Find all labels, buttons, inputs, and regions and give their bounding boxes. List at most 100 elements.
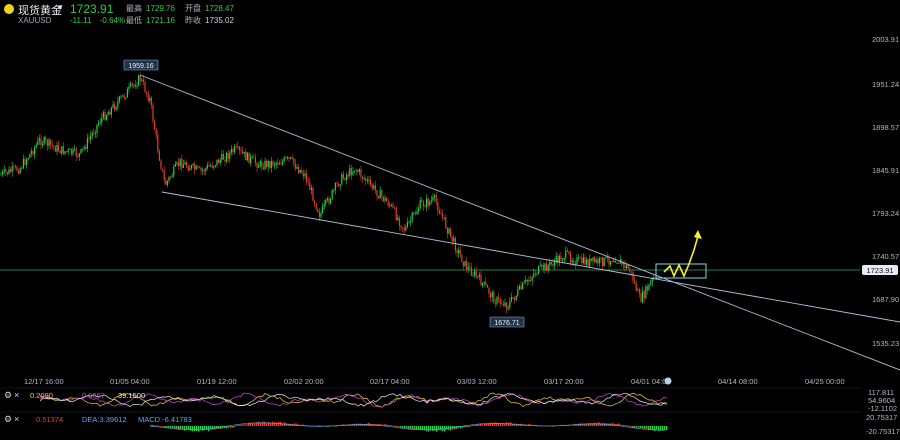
candle-body [0, 174, 2, 176]
candle-body [139, 75, 141, 81]
candle-body [630, 271, 632, 273]
candle-body [107, 112, 109, 116]
candle-body [258, 165, 260, 168]
candle-body [206, 165, 208, 169]
candle-body [272, 161, 274, 166]
candle-body [224, 159, 226, 162]
high-annotation-box [123, 59, 159, 71]
candle-body [379, 190, 381, 199]
candle-body [51, 144, 53, 146]
candle-body [158, 151, 160, 161]
candle-body [568, 251, 570, 255]
macd-bar [316, 425, 318, 426]
candle-body [403, 227, 405, 231]
candle-body [19, 168, 21, 174]
candle-body [595, 259, 597, 263]
candle-body [142, 79, 144, 83]
candle-body [346, 174, 348, 181]
candle-body [112, 104, 114, 108]
candle-body [331, 189, 333, 200]
candle-body [629, 268, 631, 272]
macd-bar [662, 426, 664, 431]
macd-bar [252, 423, 254, 426]
candle-body [150, 97, 152, 105]
macd-bar [402, 426, 404, 428]
change-value: -11.11 [70, 16, 92, 25]
candle-body [472, 275, 474, 277]
candle-body [534, 273, 536, 274]
candle-body [645, 286, 647, 298]
time-axis[interactable]: 12/17 16:00 01/05 04:00 01/19 12:00 02/0… [24, 377, 845, 386]
macd-bar [234, 426, 236, 428]
candle-body [21, 168, 23, 169]
candle-body [85, 147, 87, 149]
time-label: 03/03 12:00 [457, 377, 497, 386]
candle-body [587, 259, 589, 267]
candle-body [211, 165, 213, 168]
candle-body [30, 151, 32, 154]
macd-bar [372, 424, 374, 426]
close-icon[interactable]: × [14, 390, 19, 400]
candle-body [459, 249, 461, 255]
candle-body [194, 164, 196, 170]
macd-bar [410, 426, 412, 429]
candle-body [205, 168, 207, 172]
candle-body [362, 176, 364, 179]
macd-bar [508, 422, 510, 426]
macd-bar [362, 424, 364, 426]
price-label: 1740.57 [872, 252, 899, 261]
candle-body [189, 168, 191, 171]
macd-panel[interactable] [149, 421, 668, 432]
candle-body [493, 292, 495, 304]
chevron-down-icon[interactable]: ▾ [58, 2, 63, 12]
lower-trendline[interactable] [161, 191, 900, 323]
candle-body [262, 167, 264, 170]
forecast-box[interactable] [655, 263, 707, 279]
candle-body [421, 200, 423, 202]
candle-body [219, 159, 221, 164]
close-icon[interactable]: × [14, 414, 19, 424]
macd-bar [552, 426, 554, 427]
candle-body [93, 132, 95, 134]
osc-legend-j: 39.1500 [118, 391, 145, 400]
candle-body [482, 283, 484, 286]
time-cursor-handle-icon[interactable] [664, 377, 672, 385]
candle-body [171, 175, 173, 178]
candle-body [374, 185, 376, 191]
arrow-head-icon [694, 230, 702, 239]
macd-bar [176, 426, 178, 429]
candle-body [632, 271, 634, 281]
time-label: 02/02 20:00 [284, 377, 324, 386]
candle-body [53, 145, 55, 147]
candle-body [6, 172, 8, 174]
candle-body [653, 277, 655, 279]
macd-bar [232, 426, 234, 428]
macd-bar [500, 423, 502, 426]
macd-bar [244, 425, 246, 426]
oscillator-panel[interactable] [39, 392, 668, 408]
candle-body [552, 263, 554, 266]
macd-bar [522, 425, 524, 426]
candle-body [365, 178, 367, 181]
candle-body [496, 297, 498, 304]
candle-body [637, 289, 639, 291]
candle-body [597, 259, 599, 264]
macd-bar [430, 426, 432, 431]
upper-trendline[interactable] [139, 74, 900, 371]
candle-body [467, 266, 469, 270]
candle-body [299, 170, 301, 173]
settings-icon[interactable]: ⚙ [4, 390, 12, 400]
candle-body [350, 168, 352, 176]
macd-bar [170, 426, 172, 429]
macd-bar [504, 423, 506, 426]
candle-body [115, 107, 117, 110]
macd-bar [498, 423, 500, 426]
macd-bar [568, 425, 570, 426]
candle-body [184, 162, 186, 165]
instrument-title[interactable]: 现货黄金 [18, 5, 62, 17]
price-axis[interactable]: 2003.91 1951.24 1898.57 1845.91 1793.24 … [872, 35, 899, 348]
settings-icon[interactable]: ⚙ [4, 414, 12, 424]
macd-bar [224, 426, 226, 429]
candle-body [104, 112, 106, 120]
